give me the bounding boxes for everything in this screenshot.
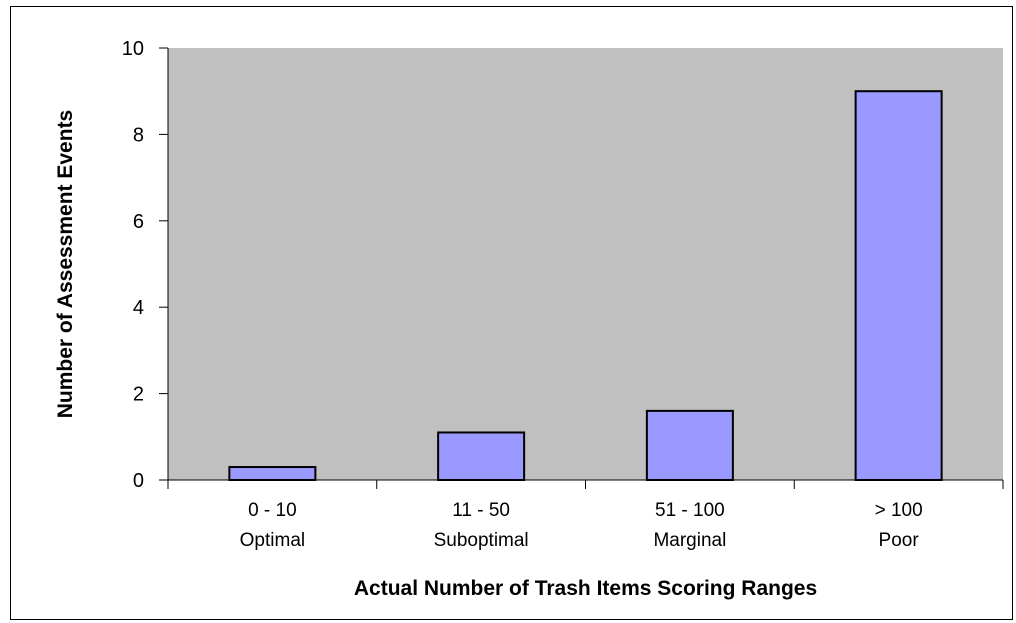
y-ticks-group: 0 2 4 6 8 10 bbox=[122, 38, 168, 492]
x-tick-label-0-line-1: Optimal bbox=[240, 530, 305, 551]
y-tick-label-8: 8 bbox=[133, 124, 144, 146]
bar-0 bbox=[228, 466, 317, 482]
x-tick-label-3-line-0: > 100 bbox=[875, 500, 923, 521]
y-axis-title: Number of Assessment Events bbox=[54, 110, 77, 419]
y-tick-label-10: 10 bbox=[122, 38, 144, 60]
bar-1 bbox=[437, 431, 526, 482]
x-tick-label-3-line-1: Poor bbox=[879, 530, 920, 551]
y-tick-label-6: 6 bbox=[133, 211, 144, 233]
x-tick-label-1-line-1: Suboptimal bbox=[434, 530, 529, 551]
x-tick-label-1-line-0: 11 - 50 bbox=[452, 500, 510, 521]
x-tick-label-2-line-1: Marginal bbox=[653, 530, 726, 551]
x-tick-label-0-line-0: 0 - 10 bbox=[248, 500, 297, 521]
bar-3 bbox=[854, 90, 943, 481]
y-tick-label-0: 0 bbox=[133, 470, 144, 492]
x-axis-title: Actual Number of Trash Items Scoring Ran… bbox=[354, 577, 817, 600]
x-ticks-group: 0 - 10 Optimal 11 - 50 Suboptimal 51 - 100 Ma… bbox=[167, 480, 1004, 551]
bars-group bbox=[228, 90, 943, 482]
y-tick-label-4: 4 bbox=[133, 297, 144, 319]
bar-2 bbox=[645, 409, 734, 482]
y-tick-label-2: 2 bbox=[133, 384, 144, 406]
x-tick-label-2-line-0: 51 - 100 bbox=[655, 500, 725, 521]
